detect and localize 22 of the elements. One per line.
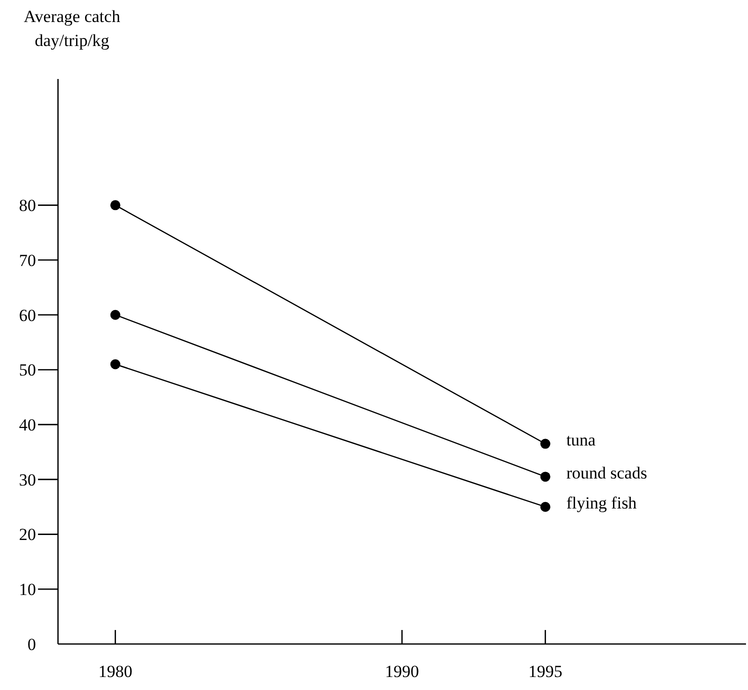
y-tick-label: 40: [19, 416, 36, 435]
point: [540, 502, 550, 512]
series-label: round scads: [566, 463, 648, 482]
y-axis-title: Average catch day/trip/kg: [24, 7, 121, 50]
series-label: tuna: [566, 430, 596, 450]
point: [110, 359, 120, 370]
y-tick-label: 60: [19, 306, 36, 325]
y-tick-label: 50: [19, 360, 36, 380]
y-tick-label: 30: [19, 470, 36, 490]
y-tick-label: 10: [19, 580, 36, 600]
point: [110, 310, 120, 320]
series-label: flying fish: [566, 494, 638, 513]
x-tick-label: 1995: [528, 662, 562, 681]
x-tick-label: 1980: [98, 662, 132, 681]
x-tick-label: 1990: [385, 662, 419, 681]
y-tick-label: 0: [28, 634, 36, 654]
y-tick-label: 70: [19, 250, 36, 270]
y-tick-label: 20: [19, 525, 36, 544]
y-tick-label: 80: [19, 196, 36, 216]
point: [110, 200, 120, 210]
point: [540, 472, 550, 482]
point: [540, 438, 550, 449]
